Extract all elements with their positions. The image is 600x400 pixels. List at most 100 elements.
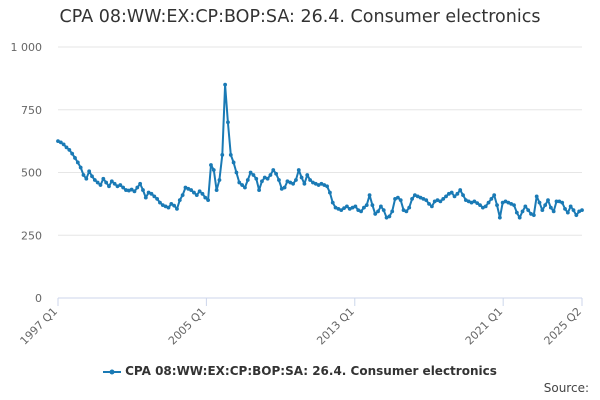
data-point <box>143 195 148 200</box>
data-point <box>109 179 114 184</box>
data-point <box>288 180 293 185</box>
data-point <box>311 180 315 185</box>
data-point <box>146 190 151 195</box>
data-point <box>401 208 406 213</box>
data-point <box>370 203 375 208</box>
data-point <box>115 184 120 189</box>
data-point <box>70 151 75 156</box>
data-point <box>194 193 199 197</box>
data-point <box>240 183 245 187</box>
data-point <box>347 206 352 211</box>
data-point <box>73 156 77 160</box>
data-point <box>158 200 162 205</box>
data-point <box>285 179 290 184</box>
data-point <box>415 194 420 199</box>
data-point <box>209 163 213 167</box>
y-tick-label: 500 <box>21 167 42 180</box>
data-point <box>376 209 380 214</box>
data-point <box>226 120 230 125</box>
data-point <box>248 170 253 175</box>
data-point <box>155 196 160 201</box>
data-point <box>135 185 140 190</box>
data-point <box>186 186 191 191</box>
data-point <box>180 193 185 197</box>
data-point <box>342 206 346 211</box>
data-point <box>393 196 397 201</box>
data-point <box>104 180 109 185</box>
data-point <box>412 193 417 197</box>
data-point <box>435 198 440 203</box>
data-point <box>520 209 525 214</box>
data-point <box>537 200 542 205</box>
data-point <box>475 201 480 206</box>
data-point <box>345 204 349 209</box>
data-point <box>223 82 228 87</box>
data-point <box>160 203 165 208</box>
data-point <box>378 204 383 209</box>
data-point <box>118 183 123 187</box>
data-point <box>152 194 157 199</box>
data-point <box>189 188 194 192</box>
data-point <box>299 175 304 180</box>
data-point <box>540 208 545 213</box>
data-point <box>234 170 239 175</box>
data-point <box>61 142 66 147</box>
data-point <box>359 209 363 214</box>
data-point <box>313 181 318 186</box>
gridlines <box>58 46 582 299</box>
data-point <box>571 208 576 213</box>
data-point <box>172 203 177 208</box>
data-point <box>277 178 281 182</box>
data-point <box>367 193 372 197</box>
data-point <box>200 191 205 196</box>
data-point <box>503 199 508 204</box>
data-point <box>282 185 287 190</box>
data-point <box>463 198 468 203</box>
data-point <box>480 205 485 210</box>
data-point <box>497 215 502 220</box>
chart-title: CPA 08:WW:EX:CP:BOP:SA: 26.4. Consumer e… <box>59 7 541 27</box>
data-point <box>56 139 60 144</box>
data-point <box>211 168 216 172</box>
data-point <box>274 171 278 176</box>
data-point <box>523 204 528 209</box>
data-point <box>421 196 426 201</box>
data-point <box>81 173 86 177</box>
data-point <box>169 201 174 206</box>
source-label: Source: <box>543 381 589 395</box>
data-point <box>163 204 168 209</box>
data-point <box>124 188 128 192</box>
x-tick-label: 2013 Q1 <box>314 305 357 348</box>
data-point <box>316 183 321 187</box>
data-point <box>279 186 284 191</box>
data-point <box>84 176 89 181</box>
data-point <box>529 212 533 216</box>
legend[interactable]: CPA 08:WW:EX:CP:BOP:SA: 26.4. Consumer e… <box>0 364 600 378</box>
data-point <box>192 190 196 195</box>
data-point <box>531 213 536 218</box>
data-point <box>424 198 429 203</box>
data-point <box>444 194 448 199</box>
data-point <box>580 208 584 213</box>
data-point <box>543 203 548 208</box>
data-point <box>395 195 400 200</box>
data-point <box>441 196 446 201</box>
data-point <box>495 203 499 208</box>
data-point <box>166 205 171 210</box>
data-point <box>294 178 298 182</box>
data-point <box>149 191 154 196</box>
data-series <box>56 82 584 220</box>
data-point <box>203 195 208 200</box>
x-tick-label: 2025 Q2 <box>542 305 585 348</box>
data-point <box>407 205 412 210</box>
data-point <box>305 173 310 177</box>
data-point <box>517 215 522 220</box>
data-point <box>418 195 423 200</box>
data-point <box>512 203 516 208</box>
data-point <box>183 185 188 190</box>
data-point <box>101 176 106 181</box>
x-axis: 1997 Q1 2005 Q1 2013 Q1 2021 Q1 2025 Q2 <box>18 297 585 348</box>
data-point <box>554 199 559 204</box>
data-point <box>452 194 457 199</box>
y-tick-label: 750 <box>21 104 42 117</box>
